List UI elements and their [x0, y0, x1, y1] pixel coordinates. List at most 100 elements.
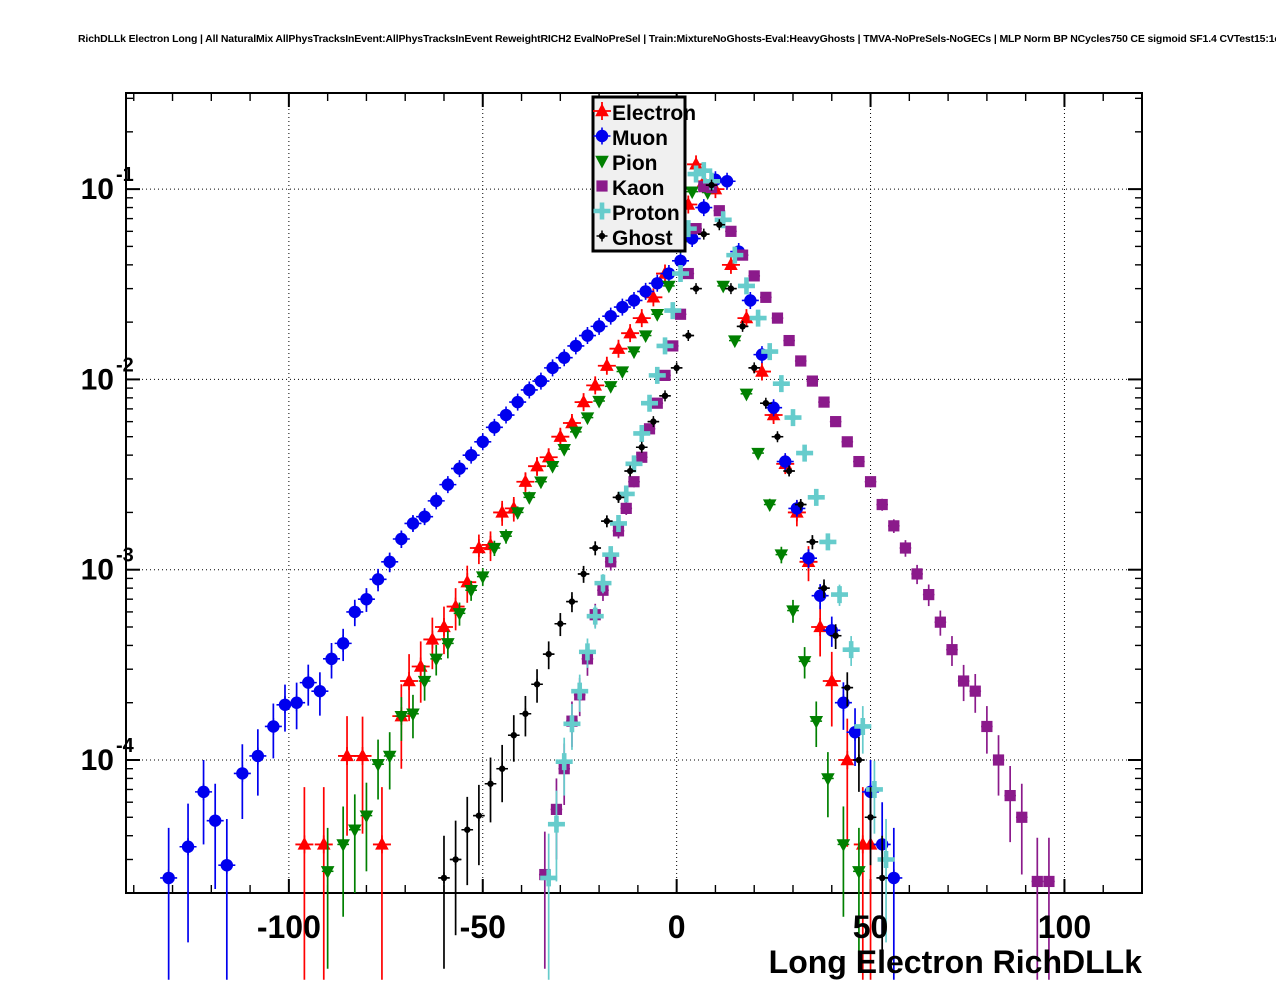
legend-item-electron[interactable]: Electron	[593, 102, 696, 125]
marker-spike	[593, 102, 611, 120]
marker-spike	[485, 418, 503, 436]
marker-spike	[567, 337, 585, 355]
marker-spike	[450, 853, 462, 865]
marker-spike	[637, 282, 655, 300]
legend-item-label: Muon	[612, 127, 668, 150]
marker-triangle-down	[545, 460, 560, 474]
marker-spike	[725, 283, 737, 295]
marker-spike	[544, 359, 562, 377]
marker-spike	[543, 648, 555, 660]
marker-cross-center	[560, 758, 568, 766]
marker-spike	[532, 372, 550, 390]
marker-cross-center	[754, 314, 762, 322]
marker-triangle-down	[716, 280, 730, 294]
marker-cross-center	[882, 856, 890, 863]
marker-spike	[609, 339, 628, 358]
legend-item-proton[interactable]: Proton	[593, 202, 680, 225]
marker-spike	[276, 696, 294, 714]
marker-triangle-down	[809, 715, 824, 729]
marker-spike	[450, 460, 468, 478]
marker-spike	[671, 362, 683, 374]
legend-item-label: Electron	[612, 102, 696, 125]
series-proton	[540, 162, 895, 980]
legend-item-muon[interactable]: Muon	[593, 127, 668, 150]
marker-spike	[721, 255, 740, 274]
marker-square	[539, 868, 551, 881]
marker-spike	[834, 694, 852, 712]
marker-spike	[741, 291, 759, 309]
marker-spike	[659, 390, 671, 402]
marker-cross-center	[584, 648, 591, 656]
marker-square	[981, 720, 993, 733]
marker-spike	[461, 824, 473, 836]
marker-spike	[531, 678, 543, 690]
x-axis-title-text[interactable]: Long Electron RichDLLk	[769, 944, 1143, 980]
marker-triangle-down	[336, 839, 350, 852]
marker-spike	[334, 634, 352, 652]
marker-triangle-down	[580, 412, 595, 426]
marker-spike	[555, 349, 573, 367]
x-tick-label: 0	[668, 909, 686, 945]
marker-square	[748, 270, 760, 282]
marker-square	[713, 205, 725, 217]
marker-spike	[625, 291, 643, 309]
marker-spike	[314, 835, 333, 854]
marker-spike	[771, 431, 783, 443]
plot-frame	[125, 92, 1143, 894]
marker-cross-center	[677, 270, 684, 277]
x-axis-title[interactable]: Long Electron RichDLLk	[769, 944, 1143, 980]
marker-spike	[516, 472, 535, 491]
marker-spike	[473, 810, 485, 822]
marker-spike	[338, 746, 357, 765]
marker-spike	[841, 682, 853, 694]
marker-spike	[404, 514, 422, 532]
legend-item-pion[interactable]: Pion	[595, 152, 658, 175]
marker-spike	[427, 492, 445, 510]
marker-triangle-down	[836, 839, 851, 852]
x-tick-label: -50	[460, 909, 506, 945]
marker-spike	[682, 330, 694, 342]
x-tick-label: 50	[853, 909, 889, 945]
legend-item-label: Proton	[612, 202, 680, 225]
marker-cross-center	[646, 399, 653, 407]
marker-square	[1043, 875, 1055, 888]
marker-triangle-down	[821, 773, 835, 786]
marker-triangle-down	[603, 381, 618, 394]
marker-spike	[865, 811, 877, 823]
marker-spike	[357, 590, 375, 608]
marker-triangle-down	[774, 549, 789, 563]
marker-cross-center	[591, 612, 599, 620]
marker-cross-center	[638, 430, 646, 437]
marker-triangle-down	[627, 346, 641, 360]
marker-spike	[648, 274, 666, 292]
marker-spike	[508, 729, 520, 741]
marker-cross-center	[661, 342, 669, 350]
marker-square	[760, 291, 772, 303]
marker-spike	[602, 307, 620, 325]
marker-square	[888, 520, 900, 532]
legend-item-ghost[interactable]: Ghost	[596, 227, 673, 250]
marker-spike	[311, 682, 329, 700]
marker-triangle-down	[569, 426, 583, 440]
marker-cross-center	[700, 167, 708, 175]
marker-spike	[760, 397, 772, 409]
marker-spike	[783, 465, 795, 477]
marker-triangle-down	[595, 155, 609, 169]
legend-background[interactable]	[591, 95, 687, 253]
y-tick-label: 10 -3	[81, 545, 134, 587]
legend-item-label: Pion	[612, 152, 658, 175]
marker-cross-center	[576, 687, 584, 695]
marker-triangle-down	[499, 530, 513, 544]
marker-spike	[323, 650, 341, 668]
y-tick-label: 10 -1	[81, 164, 134, 206]
marker-triangle-down	[522, 492, 537, 505]
marker-spike	[765, 399, 783, 417]
marker-square	[841, 436, 853, 448]
marker-triangle-down	[557, 443, 571, 457]
marker-square	[1031, 875, 1043, 888]
marker-cross-center	[622, 490, 630, 498]
marker-spike	[621, 324, 640, 343]
legend-item-kaon[interactable]: Kaon	[596, 177, 665, 200]
